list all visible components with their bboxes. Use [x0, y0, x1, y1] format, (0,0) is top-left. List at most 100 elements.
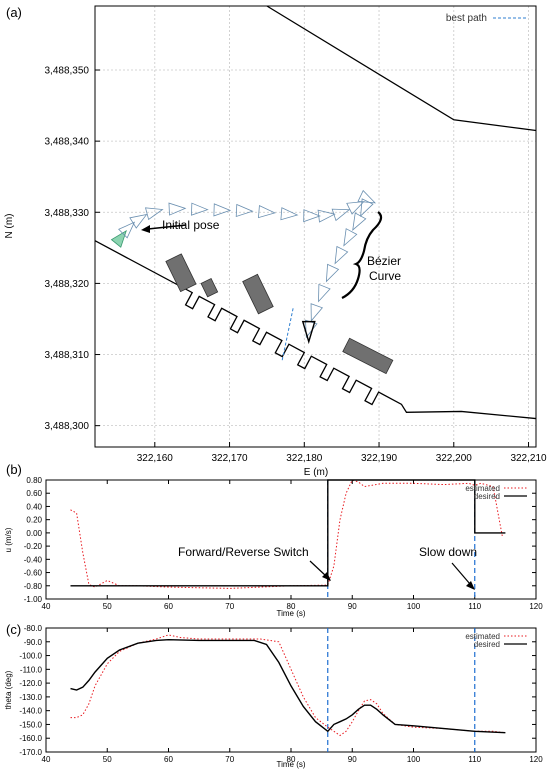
- y-tick-label: -90.0: [24, 638, 43, 647]
- y-tick-label: 0.00: [26, 529, 42, 538]
- x-tick-label: 40: [42, 755, 51, 764]
- map-x-tick-label: 322,190: [361, 453, 398, 464]
- pose-marker: [118, 221, 136, 239]
- map-x-ticks: 322,160 322,170 322,180 322,190 322,200 322,2…: [137, 442, 547, 464]
- vehicle-pose-path: [110, 189, 377, 345]
- y-tick-label: -0.60: [24, 569, 43, 578]
- pose-marker: [213, 203, 232, 217]
- map-y-ticks: 3,488,350 3,488,340 3,488,330 3,488,320 3,48…: [45, 66, 100, 432]
- x-tick-label: 50: [103, 602, 112, 611]
- pose-marker: [280, 207, 299, 221]
- panel-label-a: (a): [6, 5, 22, 20]
- y-tick-label: -130.0: [19, 693, 42, 702]
- velocity-plot-frame: [45, 479, 537, 600]
- y-tick-label: -0.40: [24, 555, 43, 564]
- initial-pose-label: Initial pose: [162, 218, 220, 232]
- pose-marker: [360, 198, 374, 217]
- map-y-axis-label: N (m): [4, 214, 15, 239]
- switch-arrow-head: [322, 572, 331, 581]
- initial-pose-arrow-head: [141, 225, 150, 233]
- x-tick-label: 60: [164, 602, 173, 611]
- map-y-tick-label: 3,488,350: [45, 66, 90, 77]
- legend-estimated-label: estimated: [465, 632, 500, 641]
- obstacle-vehicle: [242, 273, 274, 315]
- pose-marker: [352, 212, 367, 231]
- map-legend: best path: [446, 13, 528, 24]
- obstacle-vehicle: [342, 337, 394, 375]
- lower-road-boundary: [94, 240, 537, 420]
- pose-marker: [334, 245, 349, 265]
- y-tick-label: 0.40: [26, 502, 42, 511]
- y-tick-label: -0.20: [24, 542, 43, 551]
- pose-marker: [168, 202, 187, 216]
- x-tick-label: 100: [407, 602, 421, 611]
- heading-ticks: 40 50 60 70 80 90 100 110 120 -80.0 -90.0 -100.0 -11…: [19, 624, 543, 764]
- y-tick-label: -150.0: [19, 720, 42, 729]
- series-estimated-line: [70, 634, 506, 737]
- velocity-ticks: 40 50 60 70 80 90 100 110 120 -1.00 -0.80 -0.60 -0.4…: [24, 476, 543, 611]
- x-tick-label: 70: [225, 602, 234, 611]
- velocity-legend: estimated desired: [465, 484, 527, 501]
- initial-pose-annotation: Initial pose: [141, 218, 220, 233]
- x-tick-label: 70: [225, 755, 234, 764]
- pose-marker: [318, 283, 331, 303]
- best-path-segment: [281, 308, 294, 362]
- x-tick-label: 80: [287, 755, 296, 764]
- x-tick-label: 110: [468, 755, 481, 764]
- panel-label-c: (c): [6, 622, 21, 637]
- initial-pose-arrow-shaft: [147, 224, 187, 230]
- heading-plot-frame: [45, 627, 537, 753]
- legend-desired-label: desired: [474, 492, 500, 501]
- panel-label-b: (b): [6, 462, 22, 477]
- y-tick-label: 0.20: [26, 516, 42, 525]
- map-gridlines: [95, 6, 536, 447]
- y-tick-label: -160.0: [19, 734, 42, 743]
- map-y-tick-label: 3,488,320: [45, 279, 90, 290]
- map-y-tick-label: 3,488,330: [45, 208, 90, 219]
- velocity-x-axis-label: Time (s): [276, 609, 305, 618]
- pose-marker: [303, 209, 321, 223]
- switch-arrow-shaft: [309, 560, 327, 577]
- series-desired-line: [70, 638, 506, 734]
- legend-best-path-label: best path: [446, 13, 487, 24]
- pose-marker: [144, 207, 164, 221]
- pose-marker: [310, 303, 324, 322]
- map-boundaries: [94, 5, 537, 420]
- obstacle-vehicle: [200, 277, 219, 298]
- map-x-axis-label: E (m): [304, 467, 328, 478]
- x-tick-label: 120: [529, 755, 543, 764]
- pose-marker: [191, 202, 209, 216]
- series-estimated-line: [70, 479, 503, 589]
- x-tick-label: 50: [103, 755, 112, 764]
- heading-x-axis-label: Time (s): [276, 760, 305, 769]
- heading-y-axis-label: theta (deg): [4, 670, 13, 709]
- y-tick-label: -0.80: [24, 582, 43, 591]
- slow-down-annotation: Slow down: [419, 545, 477, 590]
- heading-panel: (c) 40 50 60 70 80 90 100 110 120 -80.0 -90.0 -100.…: [4, 622, 543, 769]
- map-x-tick-label: 322,170: [211, 453, 248, 464]
- x-tick-label: 100: [407, 755, 421, 764]
- map-x-tick-label: 322,210: [510, 453, 547, 464]
- heading-event-lines: [327, 628, 476, 752]
- velocity-series: [70, 479, 506, 589]
- map-y-tick-label: 3,488,310: [45, 350, 90, 361]
- parked-obstacles: [165, 253, 394, 375]
- bezier-annotation: Bézier Curve: [341, 211, 401, 299]
- x-tick-label: 90: [348, 602, 357, 611]
- upper-road-boundary: [266, 5, 537, 132]
- x-tick-label: 60: [164, 755, 173, 764]
- y-tick-label: -100.0: [19, 652, 42, 661]
- y-tick-label: 0.60: [26, 489, 42, 498]
- map-y-tick-label: 3,488,340: [45, 137, 90, 148]
- slow-down-arrow-shaft: [451, 562, 471, 585]
- initial-pose-marker: [110, 230, 127, 248]
- heading-legend: estimated desired: [465, 632, 527, 649]
- pose-marker: [317, 209, 336, 223]
- pose-marker: [325, 263, 340, 283]
- pose-marker: [235, 203, 254, 218]
- slow-down-label: Slow down: [419, 545, 477, 559]
- heading-series: [70, 634, 506, 737]
- x-tick-label: 80: [287, 602, 296, 611]
- map-x-tick-label: 322,180: [286, 453, 323, 464]
- slow-down-arrow-head: [466, 581, 475, 590]
